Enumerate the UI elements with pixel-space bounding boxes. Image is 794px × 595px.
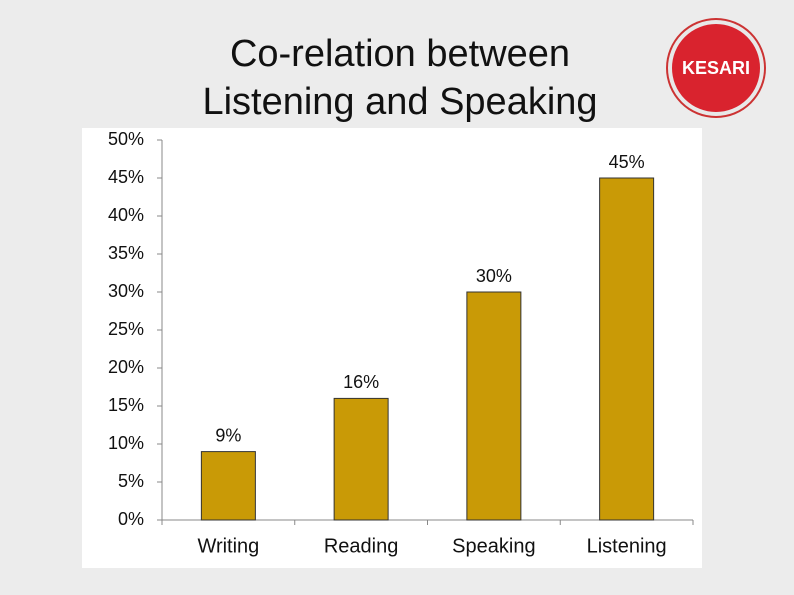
- value-label: 9%: [215, 425, 241, 445]
- y-tick-label: 45%: [108, 167, 144, 187]
- x-tick-label: Speaking: [452, 535, 535, 557]
- y-tick-label: 35%: [108, 243, 144, 263]
- bar: [333, 397, 389, 521]
- value-label: 16%: [343, 372, 379, 392]
- bar: [599, 177, 655, 521]
- chart-title: Co-relation between Listening and Speaki…: [202, 33, 598, 123]
- y-tick-label: 0%: [118, 509, 144, 529]
- value-label: 30%: [476, 266, 512, 286]
- y-tick-label: 40%: [108, 205, 144, 225]
- y-tick-label: 10%: [108, 433, 144, 453]
- y-tick-label: 5%: [118, 471, 144, 491]
- x-tick-label: Reading: [324, 535, 399, 557]
- value-label: 45%: [609, 152, 645, 172]
- bar: [466, 291, 522, 521]
- x-tick-label: Listening: [587, 535, 667, 557]
- chart-background: [82, 128, 702, 568]
- y-tick-label: 20%: [108, 357, 144, 377]
- y-tick-label: 50%: [108, 129, 144, 149]
- logo: KESARI: [668, 20, 764, 116]
- y-tick-label: 25%: [108, 319, 144, 339]
- x-tick-label: Writing: [197, 535, 259, 557]
- y-tick-label: 30%: [108, 281, 144, 301]
- bar: [200, 451, 256, 521]
- y-tick-label: 15%: [108, 395, 144, 415]
